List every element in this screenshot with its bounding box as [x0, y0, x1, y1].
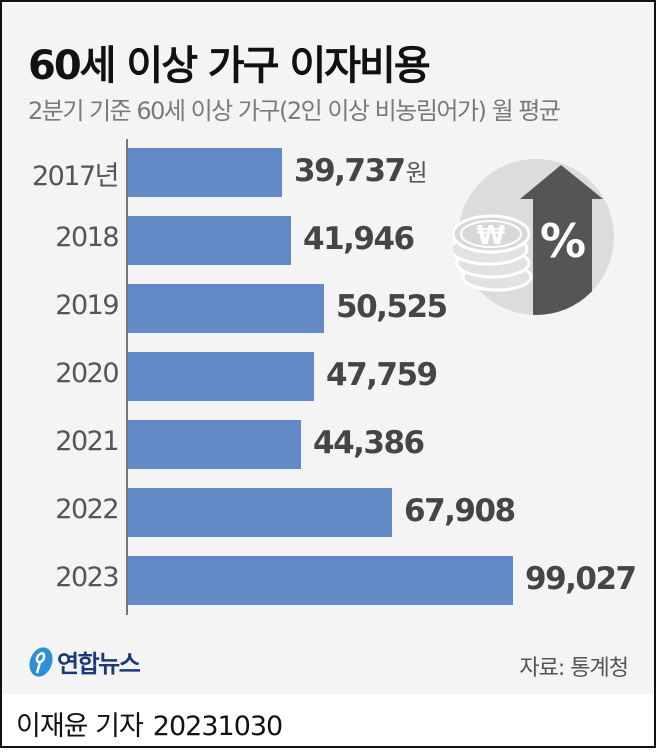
bar — [128, 148, 282, 197]
y-axis-line — [126, 139, 128, 615]
value-label: 47,759 — [326, 357, 438, 393]
svg-text:%: % — [540, 214, 586, 268]
chart-title: 60세 이상 가구 이자비용 — [28, 43, 431, 89]
bar-row: 2019 50,525 — [2, 284, 654, 333]
reporter-name: 이재윤 기자 — [16, 711, 144, 742]
value-label: 50,525 — [336, 289, 448, 325]
bar — [128, 352, 314, 401]
chart-panel: 60세 이상 가구 이자비용 2분기 기준 60세 이상 가구(2인 이상 비농… — [2, 2, 654, 694]
publish-date: 20231030 — [152, 711, 283, 742]
value-number: 50,525 — [336, 289, 448, 325]
bar — [128, 284, 324, 333]
year-label: 2017년 — [31, 161, 120, 192]
year-label: 2018 — [55, 222, 119, 253]
bar — [128, 216, 291, 265]
value-label: 67,908 — [404, 493, 516, 529]
bar-row: 2023 99,027 — [2, 556, 654, 605]
value-label: 39,737원 — [294, 153, 428, 189]
won-coins-rising-percent-icon: % ₩ — [453, 159, 614, 315]
bar-row: 2020 47,759 — [2, 352, 654, 401]
bar-row: 2018 41,946 — [2, 216, 654, 265]
value-label: 44,386 — [313, 425, 425, 461]
yonhap-logo: 연합뉴스 — [28, 644, 141, 679]
byline: 이재윤 기자 20231030 — [16, 704, 283, 743]
bar — [128, 488, 392, 537]
value-number: 67,908 — [404, 493, 516, 529]
logo-text: 연합뉴스 — [57, 650, 141, 678]
bar-row: 2022 67,908 — [2, 488, 654, 537]
bar-row: 2017년 39,737원 — [2, 148, 654, 197]
chart-subtitle: 2분기 기준 60세 이상 가구(2인 이상 비농림어가) 월 평균 — [28, 97, 561, 125]
year-label: 2022 — [55, 494, 119, 525]
year-label: 2023 — [55, 562, 119, 593]
value-number: 47,759 — [326, 357, 438, 393]
year-label: 2020 — [55, 358, 119, 389]
bar — [128, 420, 301, 469]
value-number: 99,027 — [525, 561, 637, 597]
bar — [128, 556, 513, 605]
year-label: 2021 — [55, 426, 119, 457]
source-label: 자료: 통계청 — [519, 656, 629, 681]
value-label: 99,027 — [525, 561, 637, 597]
value-label: 41,946 — [303, 221, 415, 257]
year-label: 2019 — [55, 290, 119, 321]
value-unit: 원 — [405, 159, 428, 187]
svg-text:₩: ₩ — [477, 221, 506, 251]
value-number: 39,737 — [294, 153, 406, 189]
yonhap-globe-icon — [29, 646, 53, 677]
bar-row: 2021 44,386 — [2, 420, 654, 469]
value-number: 41,946 — [303, 221, 415, 257]
value-number: 44,386 — [313, 425, 425, 461]
